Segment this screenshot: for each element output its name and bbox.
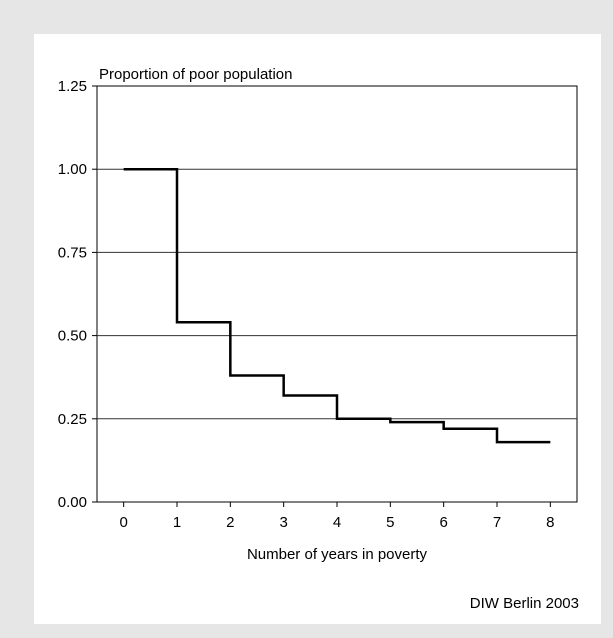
x-tick-label: 6 — [439, 514, 447, 531]
step-series-line — [123, 167, 551, 444]
x-tick-label: 5 — [386, 514, 394, 531]
y-axis-label: Proportion of poor population — [99, 66, 292, 83]
x-tick-label: 2 — [226, 514, 234, 531]
x-axis-label: Number of years in poverty — [247, 546, 428, 563]
x-tick-label: 3 — [279, 514, 287, 531]
y-tick-label: 0.25 — [58, 411, 87, 428]
x-tick-label: 7 — [493, 514, 501, 531]
y-tick-label: 1.25 — [58, 78, 87, 95]
chart-panel: 8 7 6 5 4 3 2 1 0 1.25 1.00 0.75 0.50 0.25 0.00 Propor… — [34, 34, 601, 624]
plot-frame — [96, 85, 578, 503]
y-tick-label: 0.75 — [58, 244, 87, 261]
x-tick-label: 8 — [546, 514, 554, 531]
y-tick-label: 1.00 — [58, 161, 87, 178]
x-tick-label: 1 — [173, 514, 181, 531]
step-chart: 8 7 6 5 4 3 2 1 0 1.25 1.00 0.75 0.50 0.25 0.00 Propor… — [58, 66, 578, 563]
x-tick-label: 0 — [119, 514, 127, 531]
source-note: DIW Berlin 2003 — [469, 595, 579, 612]
y-tick-label: 0.00 — [58, 494, 87, 511]
x-tick-label: 4 — [333, 514, 341, 531]
y-tick-label: 0.50 — [58, 328, 87, 345]
